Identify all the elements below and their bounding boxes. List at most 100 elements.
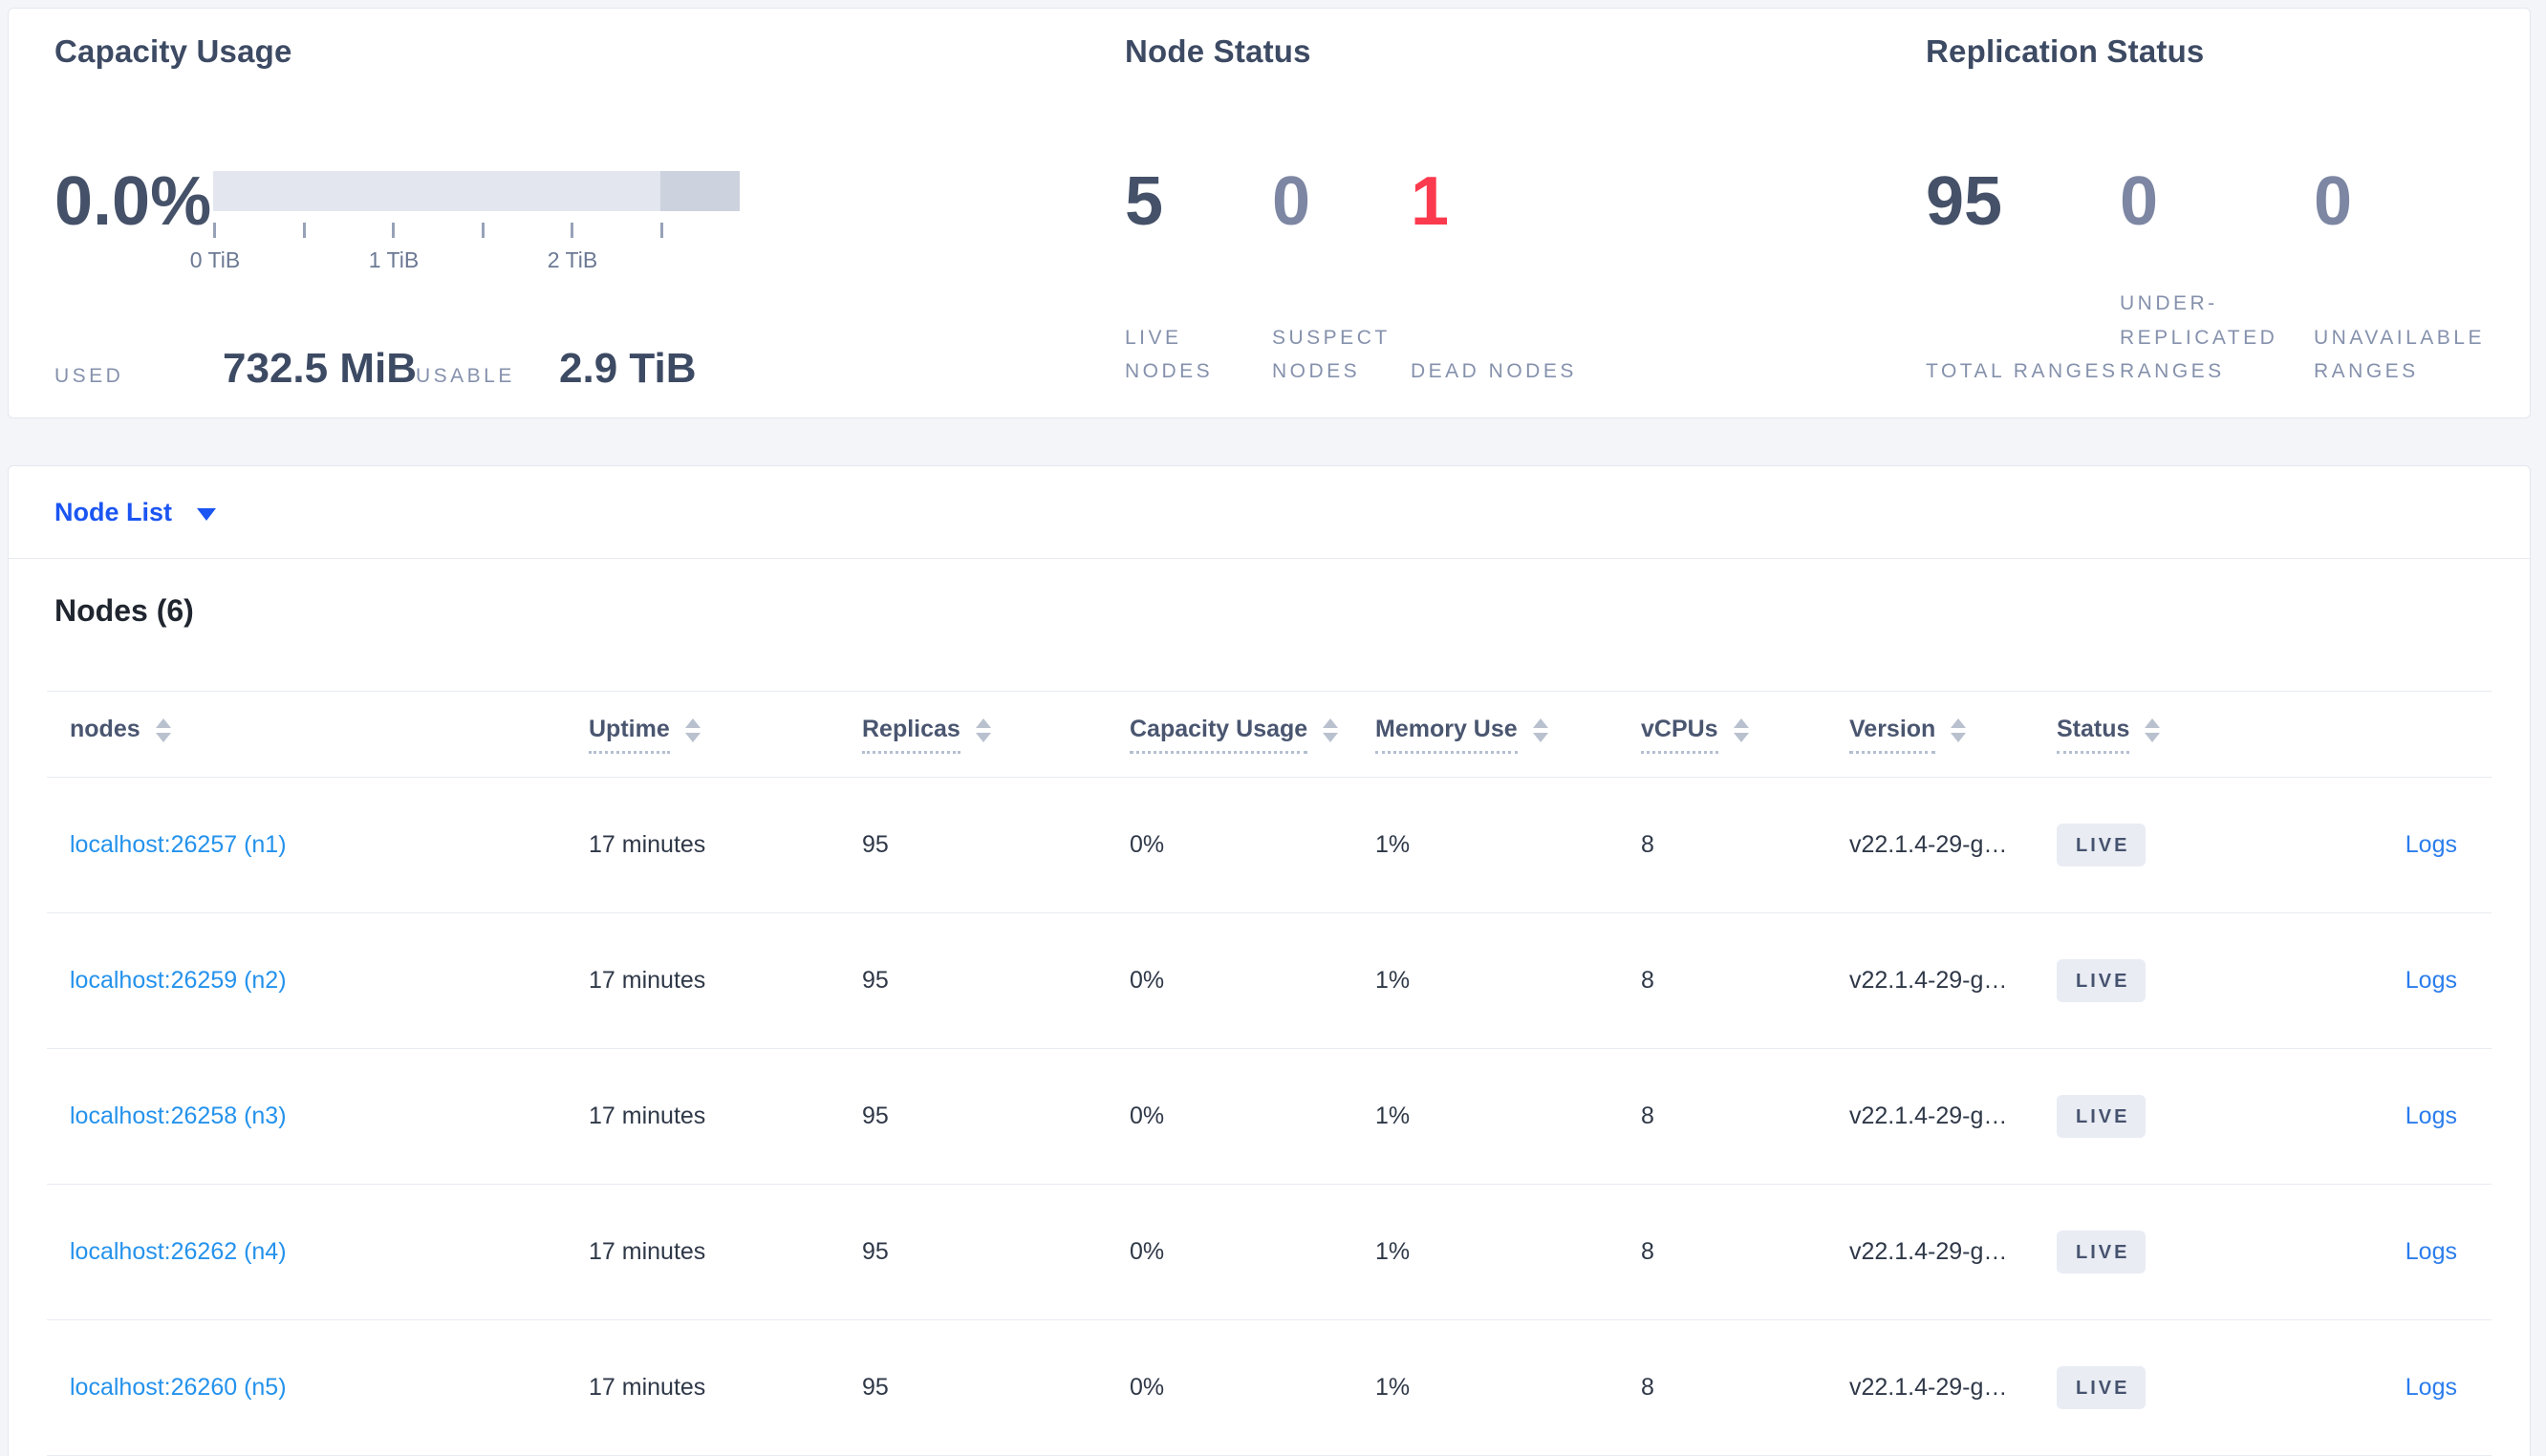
vcpus-cell: 8 <box>1641 1103 1654 1129</box>
replicas-cell: 95 <box>862 967 889 994</box>
capacity-usage-cell: 0% <box>1130 1103 1165 1129</box>
version-cell: v22.1.4-29-g… <box>1849 1374 2008 1401</box>
total-ranges-label: TOTAL RANGES <box>1926 360 2119 383</box>
column-header-label: vCPUs <box>1641 716 1718 754</box>
logs-link[interactable]: Logs <box>2405 967 2457 994</box>
node-link[interactable]: localhost:26257 (n1) <box>70 831 287 858</box>
under-replicated-ranges-stat: 0 UNDER-REPLICATED RANGES <box>2120 167 2314 389</box>
vcpus-cell: 8 <box>1641 967 1654 994</box>
table-row: localhost:26262 (n4) 17 minutes 95 0% 1%… <box>47 1185 2492 1320</box>
column-header-label: Replicas <box>862 716 960 754</box>
total-ranges-count: 95 <box>1926 163 2003 240</box>
column-header-nodes[interactable]: nodes <box>70 716 589 754</box>
column-header-replicas[interactable]: Replicas <box>862 716 1130 754</box>
sort-icon <box>1532 718 1548 742</box>
capacity-usage-cell: 0% <box>1130 967 1165 994</box>
axis-tick <box>660 223 663 238</box>
under-replicated-ranges-count: 0 <box>2120 163 2159 240</box>
replication-status-title: Replication Status <box>1926 33 2205 69</box>
logs-link[interactable]: Logs <box>2405 1374 2457 1401</box>
node-status-stats: 5 LIVE NODES 0 SUSPECT NODES 1 DEAD NODE… <box>1125 167 1602 389</box>
suspect-nodes-stat: 0 SUSPECT NODES <box>1272 167 1411 389</box>
node-status-title: Node Status <box>1125 33 1311 69</box>
capacity-usage-title: Capacity Usage <box>54 33 292 69</box>
column-header-capacity-usage[interactable]: Capacity Usage <box>1130 716 1375 754</box>
suspect-nodes-count: 0 <box>1272 163 1311 240</box>
status-badge: LIVE <box>2057 1231 2147 1274</box>
cluster-summary-card: Capacity Usage Node Status Replication S… <box>8 8 2531 418</box>
axis-tick <box>392 223 395 238</box>
memory-use-cell: 1% <box>1375 1238 1411 1265</box>
memory-use-cell: 1% <box>1375 967 1411 994</box>
replicas-cell: 95 <box>862 1374 889 1401</box>
uptime-cell: 17 minutes <box>589 1103 706 1129</box>
vcpus-cell: 8 <box>1641 1374 1654 1401</box>
sort-icon <box>1323 718 1339 742</box>
sort-icon <box>684 718 701 742</box>
total-ranges-stat: 95 TOTAL RANGES <box>1926 167 2120 389</box>
logs-link[interactable]: Logs <box>2405 1103 2457 1129</box>
column-header-label: nodes <box>70 715 140 742</box>
uptime-cell: 17 minutes <box>589 967 706 994</box>
column-header-label: Version <box>1849 716 1936 754</box>
node-list-card: Node List Nodes (6) nodes Uptime Replica… <box>8 465 2531 1456</box>
status-badge: LIVE <box>2057 824 2147 867</box>
column-header-label: Memory Use <box>1375 716 1518 754</box>
node-link[interactable]: localhost:26259 (n2) <box>70 967 287 994</box>
capacity-bar-dark-segment <box>660 171 740 211</box>
column-header-memory-use[interactable]: Memory Use <box>1375 716 1641 754</box>
table-row: localhost:26259 (n2) 17 minutes 95 0% 1%… <box>47 913 2492 1049</box>
replication-status-stats: 95 TOTAL RANGES 0 UNDER-REPLICATED RANGE… <box>1926 167 2530 389</box>
uptime-cell: 17 minutes <box>589 1238 706 1265</box>
uptime-cell: 17 minutes <box>589 1374 706 1401</box>
unavailable-ranges-stat: 0 UNAVAILABLE RANGES <box>2314 167 2530 389</box>
version-cell: v22.1.4-29-g… <box>1849 967 2008 994</box>
dead-nodes-count: 1 <box>1411 163 1450 240</box>
axis-tick-label: 0 TiB <box>189 247 241 272</box>
node-link[interactable]: localhost:26262 (n4) <box>70 1238 287 1265</box>
column-header-label: Status <box>2057 716 2130 754</box>
unavailable-ranges-label: UNAVAILABLE RANGES <box>2314 326 2485 383</box>
logs-link[interactable]: Logs <box>2405 831 2457 858</box>
vcpus-cell: 8 <box>1641 1238 1654 1265</box>
column-header-version[interactable]: Version <box>1849 716 2057 754</box>
column-header-label: Uptime <box>589 716 670 754</box>
status-badge: LIVE <box>2057 1366 2147 1409</box>
node-list-dropdown[interactable]: Node List <box>54 497 217 527</box>
axis-tick <box>303 223 306 238</box>
capacity-percent: 0.0% <box>54 163 212 240</box>
node-link[interactable]: localhost:26258 (n3) <box>70 1103 287 1129</box>
capacity-used-row: USED 732.5 MiB USABLE 2.9 TiB <box>54 345 696 393</box>
logs-link[interactable]: Logs <box>2405 1238 2457 1265</box>
axis-tick <box>482 223 485 238</box>
dead-nodes-label: DEAD NODES <box>1411 360 1577 383</box>
column-header-label: Capacity Usage <box>1130 716 1308 754</box>
chevron-down-icon <box>197 507 217 521</box>
sort-icon <box>975 718 991 742</box>
sort-icon <box>2145 718 2161 742</box>
version-cell: v22.1.4-29-g… <box>1849 1238 2008 1265</box>
used-value: 732.5 MiB <box>223 345 417 392</box>
column-header-status[interactable]: Status <box>2057 716 2305 754</box>
table-row: localhost:26258 (n3) 17 minutes 95 0% 1%… <box>47 1049 2492 1185</box>
column-header-vcpus[interactable]: vCPUs <box>1641 716 1849 754</box>
replicas-cell: 95 <box>862 831 889 858</box>
axis-tick-label: 2 TiB <box>547 247 598 272</box>
node-list-dropdown-label: Node List <box>54 497 173 526</box>
table-row: localhost:26257 (n1) 17 minutes 95 0% 1%… <box>47 778 2492 913</box>
column-header-uptime[interactable]: Uptime <box>589 716 862 754</box>
version-cell: v22.1.4-29-g… <box>1849 1103 2008 1129</box>
capacity-usage-cell: 0% <box>1130 1238 1165 1265</box>
status-badge: LIVE <box>2057 959 2147 1002</box>
capacity-bar <box>213 171 740 211</box>
sort-icon <box>1733 718 1749 742</box>
view-selector-bar: Node List <box>9 466 2530 559</box>
live-nodes-count: 5 <box>1125 163 1164 240</box>
axis-tick-label: 1 TiB <box>368 247 420 272</box>
dead-nodes-stat: 1 DEAD NODES <box>1411 167 1602 389</box>
suspect-nodes-label: SUSPECT NODES <box>1272 326 1391 383</box>
usable-label: USABLE <box>416 365 515 387</box>
axis-tick <box>213 223 216 238</box>
table-row: localhost:26260 (n5) 17 minutes 95 0% 1%… <box>47 1320 2492 1456</box>
node-link[interactable]: localhost:26260 (n5) <box>70 1374 287 1401</box>
